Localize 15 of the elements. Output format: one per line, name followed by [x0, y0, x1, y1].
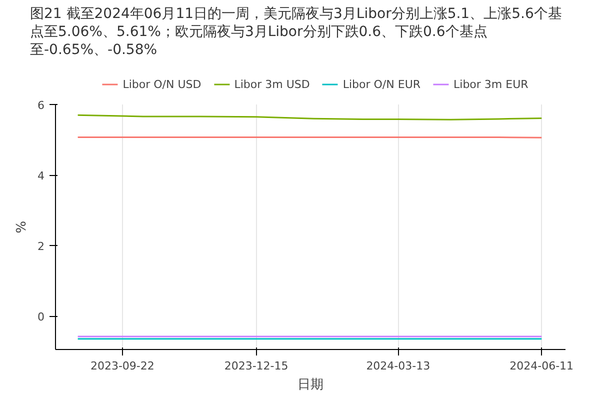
chart-title: 图21 截至2024年06月11日的一周，美元隔夜与3月Libor分别上涨5.1、上涨5.6个基点至5.06%、5.61%；欧元隔夜与3月Libor分别下跌0.6、下跌0.6个基点至-0.65%、-0.58%	[30, 5, 563, 60]
y-tick-label: 0	[38, 310, 44, 324]
x-tick-label: 2023-12-15	[224, 360, 288, 372]
y-tick-label: 2	[38, 240, 44, 254]
x-tick-label: 2024-06-11	[510, 360, 574, 372]
legend-label: Libor 3m USD	[234, 78, 310, 90]
y-axis-title: %	[14, 220, 30, 234]
x-tick-label: 2023-09-22	[90, 360, 154, 372]
x-axis-title: 日期	[298, 378, 324, 392]
legend-label: Libor 3m EUR	[454, 78, 528, 90]
legend-label: Libor O/N EUR	[342, 78, 421, 90]
y-tick-label: 6	[38, 99, 44, 112]
x-tick-label: 2024-03-13	[366, 360, 430, 372]
legend-label: Libor O/N USD	[122, 78, 202, 90]
y-tick-label: 4	[38, 170, 44, 183]
